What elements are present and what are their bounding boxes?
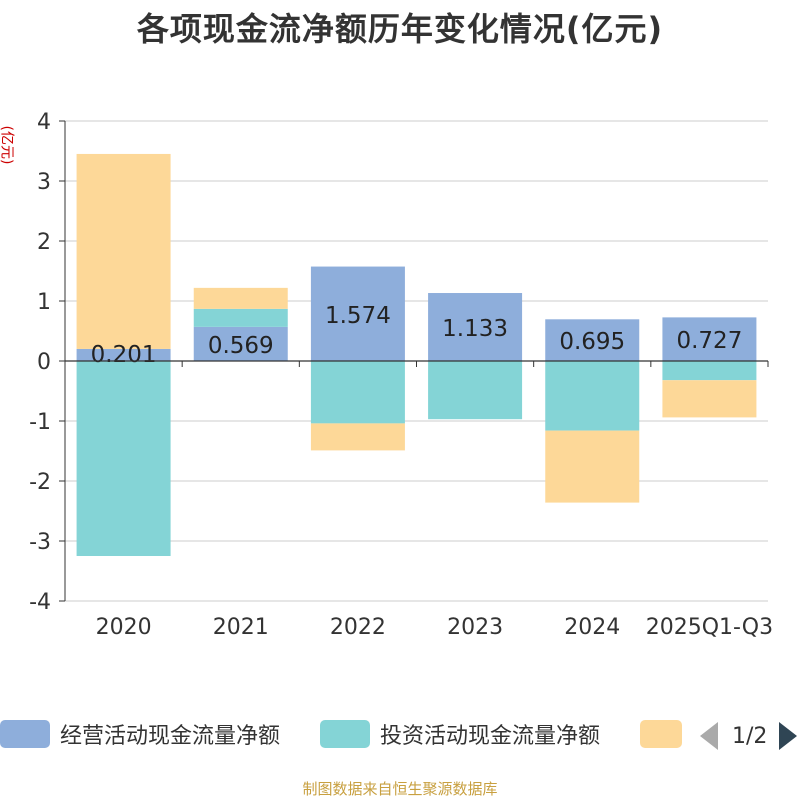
bar-operating	[662, 317, 757, 361]
bar-financing	[76, 153, 171, 349]
y-tick-label: -1	[29, 410, 51, 435]
y-tick-label: 4	[37, 110, 51, 135]
y-tick-label: -2	[29, 470, 51, 495]
legend-swatch-investing	[320, 720, 370, 748]
bar-investing	[193, 308, 288, 327]
stacked-bar-chart: 4 3 2 1 0 -1 -2 -3 -4 0.201 0.569 1.574 1.133 0.695 0.…	[29, 110, 773, 640]
legend-swatch-operating	[0, 720, 50, 748]
x-category-label: 2020	[96, 615, 152, 640]
bar-operating	[545, 319, 640, 361]
x-category-label: 2021	[213, 615, 269, 640]
y-tick-label: -4	[29, 590, 51, 615]
y-tick-label: -3	[29, 530, 51, 555]
y-tick-label: 3	[37, 170, 51, 195]
bar-financing	[310, 423, 405, 451]
legend-swatch-financing	[640, 720, 682, 748]
legend-page-indicator: 1/2	[732, 723, 768, 749]
legend-label-operating: 经营活动现金流量净额	[60, 724, 281, 749]
legend-pager: 1/2	[700, 718, 798, 754]
data-label: 1.133	[442, 316, 508, 342]
data-label: 0.727	[676, 328, 742, 354]
data-label: 0.569	[208, 333, 274, 359]
x-category-label: 2025Q1-Q3	[646, 615, 773, 640]
bar-investing	[428, 361, 523, 420]
y-tick-label: 0	[37, 350, 51, 375]
bar-investing	[545, 361, 640, 431]
legend-next-page-icon[interactable]	[779, 722, 798, 750]
data-label: 0.201	[91, 342, 157, 368]
bar-investing	[662, 361, 757, 381]
y-tick-label: 2	[37, 230, 51, 255]
x-category-label: 2022	[330, 615, 386, 640]
x-category-label: 2023	[447, 615, 503, 640]
bar-investing	[76, 361, 171, 556]
legend-item-financing[interactable]	[640, 716, 682, 752]
legend-prev-page-icon[interactable]	[700, 722, 718, 750]
y-tick-label: 1	[37, 290, 51, 315]
legend: 经营活动现金流量净额 投资活动现金流量净额 1/2	[0, 716, 800, 756]
legend-item-operating[interactable]: 经营活动现金流量净额	[0, 716, 280, 752]
legend-item-investing[interactable]: 投资活动现金流量净额	[320, 716, 600, 752]
bar-investing	[310, 361, 405, 424]
bar-operating	[310, 266, 405, 361]
bar-operating	[193, 326, 288, 361]
x-category-label: 2024	[564, 615, 620, 640]
data-label: 1.574	[325, 303, 391, 329]
bar-financing	[662, 380, 757, 418]
bar-operating	[76, 348, 171, 361]
bar-financing	[193, 287, 288, 309]
legend-label-investing: 投资活动现金流量净额	[380, 724, 601, 749]
bar-financing	[545, 430, 640, 503]
bar-operating	[428, 293, 523, 361]
data-label: 0.695	[559, 329, 625, 355]
chart-title: 各项现金流净额历年变化情况(亿元)	[136, 10, 664, 48]
data-source-note: 制图数据来自恒生聚源数据库	[302, 780, 498, 798]
